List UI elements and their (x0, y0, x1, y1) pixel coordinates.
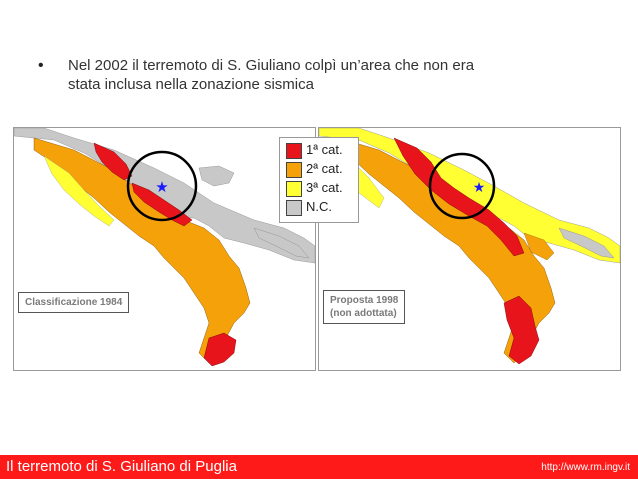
region-cat1 (503, 295, 540, 365)
map-label-1998-line2: (non adottata) (330, 308, 397, 319)
map-label-1998-line1: Proposta 1998 (330, 295, 399, 306)
footer-title: Il terremoto di S. Giuliano di Puglia (6, 458, 237, 475)
legend-label: 2ª cat. (306, 161, 343, 176)
region-cat2 (523, 232, 555, 261)
legend-label: 3ª cat. (306, 180, 343, 195)
legend-item-cat2: 2ª cat. (286, 161, 356, 178)
epicenter-highlight-circle (126, 150, 198, 222)
epicenter-star-icon: ★ (473, 180, 486, 196)
bullet-line-1: Nel 2002 il terremoto di S. Giuliano col… (68, 57, 475, 74)
bullet-marker: • (38, 57, 44, 74)
legend-swatch (286, 143, 302, 159)
epicenter-highlight-circle (428, 152, 496, 220)
region-cat1 (93, 142, 133, 181)
footer-url-link[interactable]: http://www.rm.ingv.it (541, 462, 630, 473)
legend: 1ª cat. 2ª cat. 3ª cat. N.C. (279, 137, 359, 223)
legend-item-nc: N.C. (286, 199, 356, 216)
region-nc (253, 227, 310, 259)
map-proposal-1998: ★ Proposta 1998 (non adottata) (318, 127, 621, 371)
region-nc (198, 165, 235, 187)
region-cat1 (203, 332, 237, 367)
legend-item-cat1: 1ª cat. (286, 142, 356, 159)
bullet-line-2: stata inclusa nella zonazione sismica (68, 76, 314, 93)
map-classification-1984: ★ Classificazione 1984 (13, 127, 316, 371)
legend-item-cat3: 3ª cat. (286, 180, 356, 197)
legend-label: 1ª cat. (306, 142, 343, 157)
region-cat2 (33, 137, 251, 364)
footer-bar: Il terremoto di S. Giuliano di Puglia ht… (0, 455, 638, 479)
map-label-1998: Proposta 1998 (non adottata) (323, 290, 406, 324)
legend-swatch (286, 181, 302, 197)
map-label-1984: Classificazione 1984 (18, 292, 130, 313)
legend-swatch (286, 162, 302, 178)
legend-swatch (286, 200, 302, 216)
bullet-text: Nel 2002 il terremoto di S. Giuliano col… (68, 56, 588, 94)
region-cat3 (43, 155, 115, 227)
legend-label: N.C. (306, 199, 332, 214)
map-1998-image: ★ (319, 128, 620, 365)
epicenter-star-icon: ★ (155, 178, 168, 196)
region-nc (558, 227, 615, 259)
map-1984-image: ★ (14, 128, 315, 367)
